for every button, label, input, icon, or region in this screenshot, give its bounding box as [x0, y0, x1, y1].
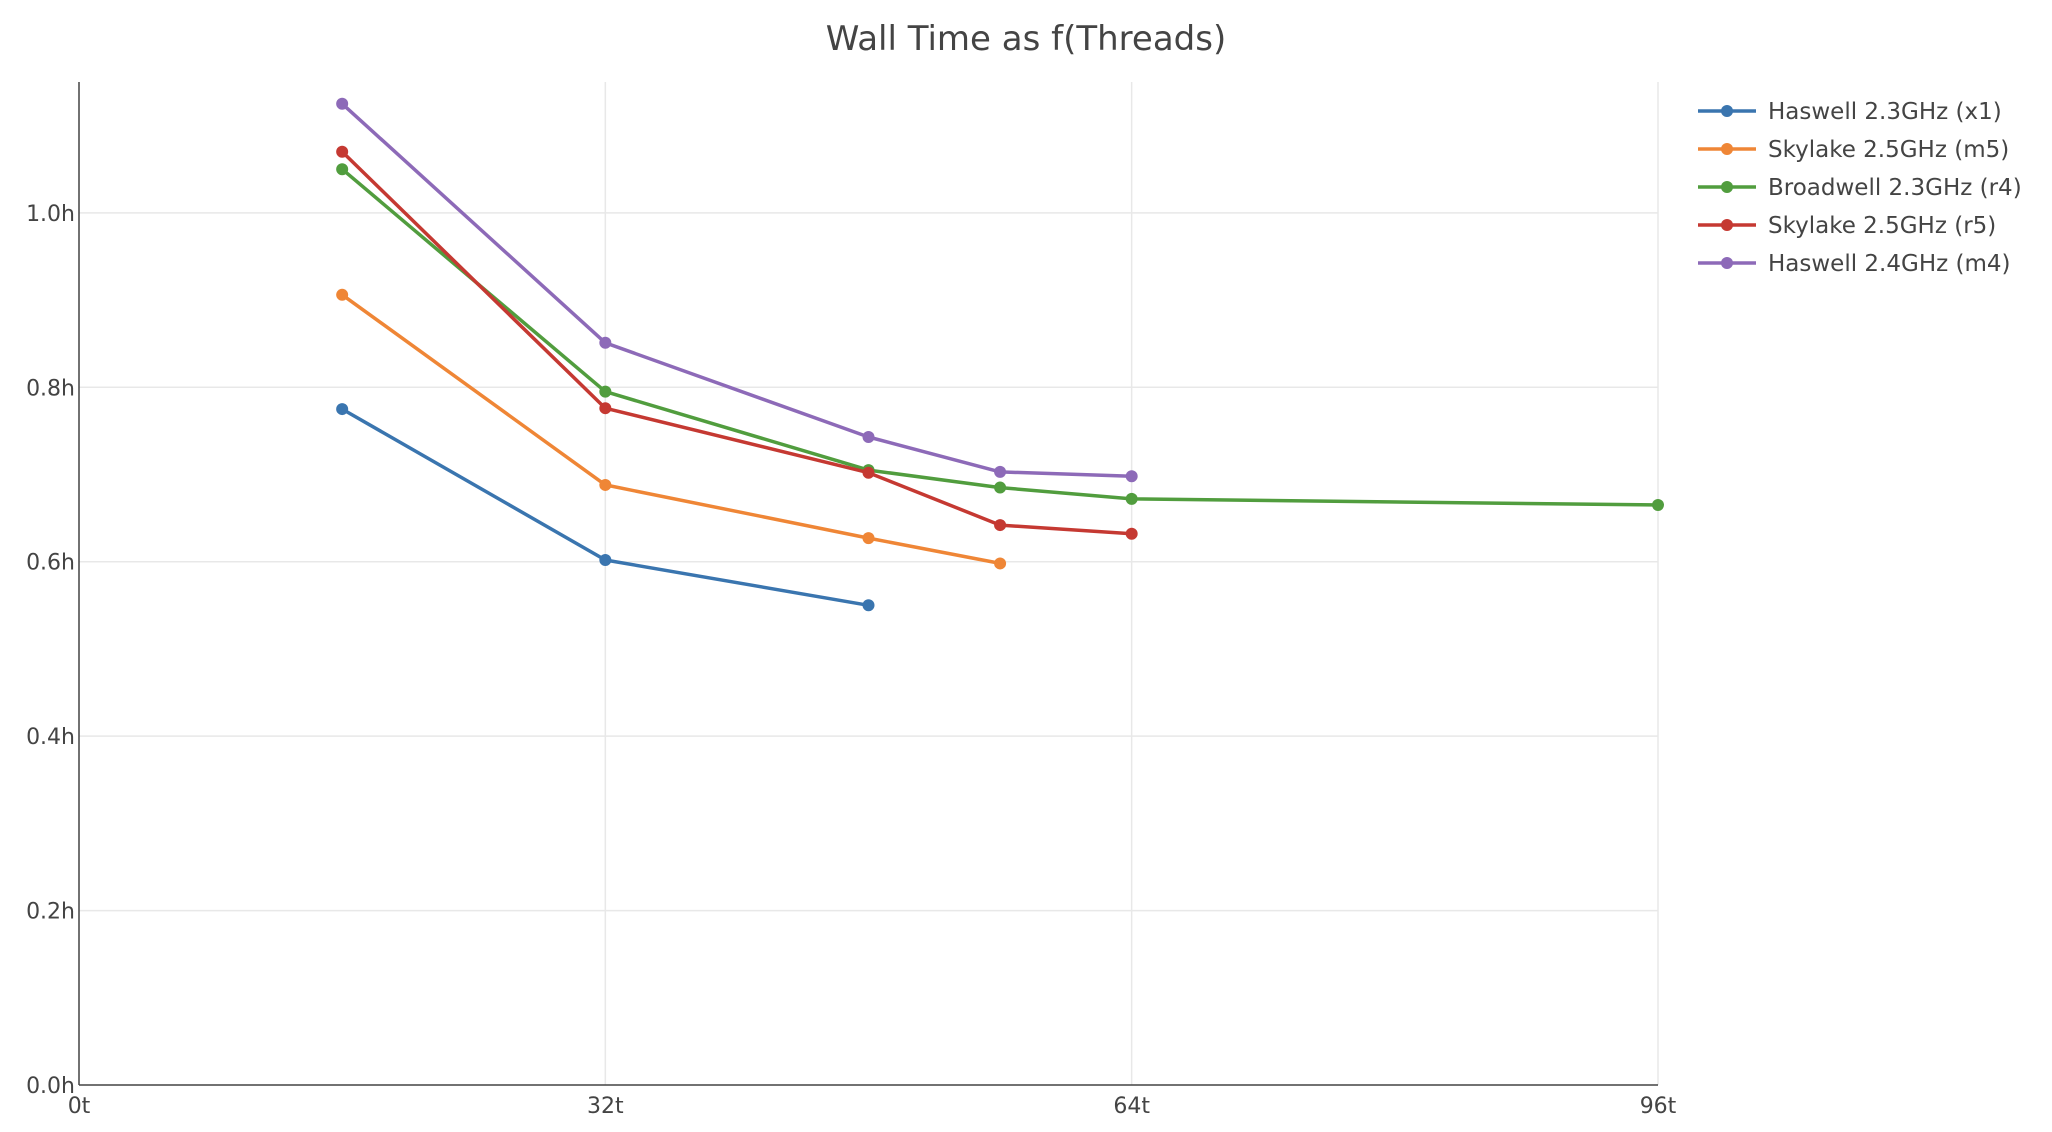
y-tick-label: 0.2h: [26, 900, 75, 925]
legend-label: Skylake 2.5GHz (r5): [1768, 213, 1996, 239]
legend-swatch-marker: [1721, 181, 1733, 193]
data-point[interactable]: [336, 163, 349, 176]
data-point[interactable]: [1125, 470, 1138, 483]
data-point[interactable]: [1652, 499, 1664, 512]
data-point[interactable]: [599, 553, 612, 566]
x-tick-label: 96t: [1640, 1094, 1677, 1119]
data-point[interactable]: [336, 288, 349, 301]
data-point[interactable]: [994, 465, 1007, 478]
y-tick-label: 0.6h: [26, 551, 75, 576]
y-tick-label: 0.8h: [26, 376, 75, 401]
data-point[interactable]: [862, 466, 875, 479]
data-point[interactable]: [336, 97, 349, 110]
series-2[interactable]: [336, 163, 1664, 512]
series-line[interactable]: [341, 293, 1001, 566]
legend-item-3[interactable]: Skylake 2.5GHz (r5): [1698, 213, 1996, 239]
legend-label: Haswell 2.4GHz (m4): [1768, 251, 2011, 277]
series-layer: [336, 97, 1664, 612]
series-3[interactable]: [336, 145, 1138, 540]
legend-item-0[interactable]: Haswell 2.3GHz (x1): [1698, 99, 2002, 125]
series-4[interactable]: [336, 97, 1138, 483]
legend-label: Haswell 2.3GHz (x1): [1768, 99, 2002, 125]
data-point[interactable]: [1125, 527, 1138, 540]
data-point[interactable]: [862, 532, 875, 545]
data-point[interactable]: [599, 402, 612, 415]
series-line[interactable]: [341, 102, 1132, 478]
legend-swatch-marker: [1721, 143, 1733, 155]
series-line[interactable]: [341, 167, 1659, 507]
x-tick-label: 32t: [587, 1094, 624, 1119]
legend-swatch-marker: [1721, 105, 1733, 117]
axes: 0.0h 0.2h 0.4h 0.6h 0.8h 1.0h 0t 32t 64t 96t: [26, 82, 1677, 1119]
data-point[interactable]: [336, 403, 349, 416]
data-point[interactable]: [599, 385, 612, 398]
legend-item-2[interactable]: Broadwell 2.3GHz (r4): [1698, 175, 2022, 201]
chart-title: Wall Time as f(Threads): [826, 19, 1226, 59]
legend-item-1[interactable]: Skylake 2.5GHz (m5): [1698, 137, 2009, 163]
legend-label: Skylake 2.5GHz (m5): [1768, 137, 2009, 163]
series-1[interactable]: [336, 288, 1007, 570]
legend-swatch-marker: [1721, 257, 1733, 269]
data-point[interactable]: [1125, 492, 1138, 505]
y-tick-label: 1.0h: [26, 202, 75, 227]
data-point[interactable]: [599, 336, 612, 349]
data-point[interactable]: [994, 519, 1007, 532]
data-point[interactable]: [599, 478, 612, 491]
grid-lines: [79, 82, 1659, 1085]
legend-swatch-marker: [1721, 219, 1733, 231]
y-tick-label: 0.4h: [26, 725, 75, 750]
data-point[interactable]: [862, 599, 875, 612]
y-tick-label: 0.0h: [26, 1074, 75, 1099]
series-0[interactable]: [336, 403, 875, 612]
legend-item-4[interactable]: Haswell 2.4GHz (m4): [1698, 251, 2011, 277]
legend[interactable]: Haswell 2.3GHz (x1) Skylake 2.5GHz (m5) Br…: [1698, 99, 2022, 277]
data-point[interactable]: [994, 557, 1007, 570]
data-point[interactable]: [862, 430, 875, 443]
x-tick-label: 0t: [68, 1094, 91, 1119]
x-tick-label: 64t: [1113, 1094, 1150, 1119]
data-point[interactable]: [994, 481, 1007, 494]
legend-label: Broadwell 2.3GHz (r4): [1768, 175, 2022, 201]
data-point[interactable]: [336, 145, 349, 158]
